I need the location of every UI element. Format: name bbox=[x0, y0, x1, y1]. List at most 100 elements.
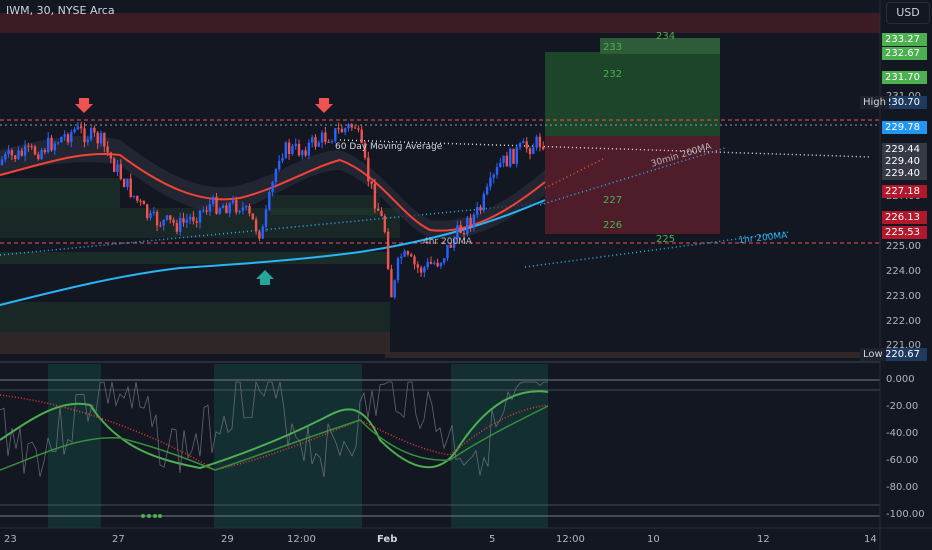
candle-body bbox=[377, 208, 380, 211]
candle-body bbox=[429, 261, 433, 264]
signal-dot bbox=[141, 514, 145, 518]
candle-body bbox=[271, 182, 274, 193]
demand-zone bbox=[0, 178, 120, 208]
candle-body bbox=[258, 231, 261, 239]
candle-body bbox=[96, 132, 99, 144]
osc-raw-line bbox=[0, 380, 548, 477]
candle-body bbox=[363, 142, 367, 158]
candle-body bbox=[76, 126, 80, 130]
demand-zone bbox=[0, 302, 390, 332]
target-zone bbox=[545, 52, 720, 136]
level-227: 227 bbox=[603, 195, 623, 206]
ema-line bbox=[0, 153, 546, 232]
candle-body bbox=[297, 143, 301, 156]
candle-body bbox=[198, 210, 202, 223]
osc-fast-line bbox=[0, 390, 549, 470]
candle-body bbox=[149, 213, 152, 219]
candle-body bbox=[185, 219, 188, 223]
candle-body bbox=[165, 215, 169, 220]
candle-body bbox=[413, 256, 416, 265]
level-233: 233 bbox=[603, 42, 623, 53]
sell-arrow-icon bbox=[75, 98, 93, 113]
candle-body bbox=[175, 222, 179, 232]
candle-body bbox=[512, 148, 515, 164]
candle-body bbox=[274, 169, 278, 183]
time-label: 27 bbox=[112, 534, 125, 545]
candle-body bbox=[103, 132, 106, 147]
ma200-4h-label: 4hr 200MA bbox=[423, 237, 473, 247]
price-tag-target: 231.70 bbox=[882, 71, 927, 84]
candle-body bbox=[515, 147, 518, 164]
time-label: 12 bbox=[757, 534, 770, 545]
candle-body bbox=[215, 196, 218, 214]
candle-body bbox=[109, 152, 113, 159]
candle-body bbox=[142, 201, 146, 205]
candle-body bbox=[99, 132, 103, 144]
candle-body bbox=[33, 146, 37, 155]
ma200-30m-line bbox=[539, 147, 726, 206]
candle-body bbox=[518, 143, 522, 148]
candle-body bbox=[535, 136, 538, 148]
candle-body bbox=[218, 208, 221, 214]
price-tick: 221.00 bbox=[886, 340, 921, 351]
candle-body bbox=[212, 196, 215, 205]
price-tag-stop: 227.18 bbox=[882, 185, 927, 198]
candle-body bbox=[522, 141, 525, 144]
level-232: 232 bbox=[603, 69, 623, 80]
symbol-title[interactable]: IWM, 30, NYSE Arca bbox=[6, 4, 115, 17]
osc-tick: -60.00 bbox=[886, 455, 919, 466]
candle-body bbox=[383, 216, 386, 232]
candle-body bbox=[505, 155, 509, 167]
candle-body bbox=[485, 186, 489, 195]
ma60-line bbox=[339, 139, 871, 158]
candle-body bbox=[324, 132, 327, 142]
osc-tick: -100.00 bbox=[886, 509, 925, 520]
candle-body bbox=[492, 174, 495, 178]
candle-body bbox=[476, 206, 479, 215]
candle-body bbox=[314, 137, 317, 147]
candle-body bbox=[396, 258, 400, 281]
candle-body bbox=[406, 251, 410, 255]
candle-body bbox=[528, 148, 532, 155]
candle-body bbox=[179, 218, 182, 232]
target-zone-upper bbox=[600, 38, 720, 54]
candle-body bbox=[152, 211, 155, 214]
candle-body bbox=[40, 149, 43, 160]
candle-body bbox=[357, 128, 360, 130]
candle-body bbox=[469, 217, 472, 227]
candle-body bbox=[462, 232, 466, 235]
candle-body bbox=[433, 262, 436, 264]
candle-body bbox=[205, 210, 208, 212]
time-label: 23 bbox=[4, 534, 17, 545]
price-tick: 223.00 bbox=[886, 291, 921, 302]
candle-body bbox=[50, 137, 53, 151]
demand-zone bbox=[270, 195, 380, 215]
low-zone bbox=[385, 352, 880, 358]
candle-body bbox=[538, 136, 542, 147]
candle-body bbox=[436, 262, 439, 267]
candle-body bbox=[489, 177, 492, 187]
candle-body bbox=[7, 150, 10, 155]
candle-body bbox=[136, 195, 139, 201]
candle-body bbox=[251, 213, 254, 220]
ma200-1h-line bbox=[524, 231, 791, 268]
candle-body bbox=[360, 129, 363, 143]
candle-body bbox=[370, 181, 373, 184]
candle-body bbox=[327, 141, 330, 143]
candle-body bbox=[93, 127, 96, 133]
price-tag: 229.40 bbox=[882, 155, 927, 168]
candle-body bbox=[159, 225, 162, 227]
buy-arrow-icon bbox=[256, 270, 274, 285]
candle-body bbox=[106, 146, 109, 153]
osc-zone bbox=[48, 364, 101, 528]
price-tag-high: 230.70 bbox=[882, 96, 927, 109]
currency-button[interactable]: USD bbox=[886, 2, 930, 24]
candle-body bbox=[320, 132, 324, 143]
candle-body bbox=[532, 147, 535, 155]
candle-body bbox=[268, 192, 271, 210]
candle-body bbox=[83, 128, 86, 143]
candle-body bbox=[86, 139, 89, 143]
candle-body bbox=[225, 205, 228, 214]
candle-body bbox=[311, 137, 314, 143]
